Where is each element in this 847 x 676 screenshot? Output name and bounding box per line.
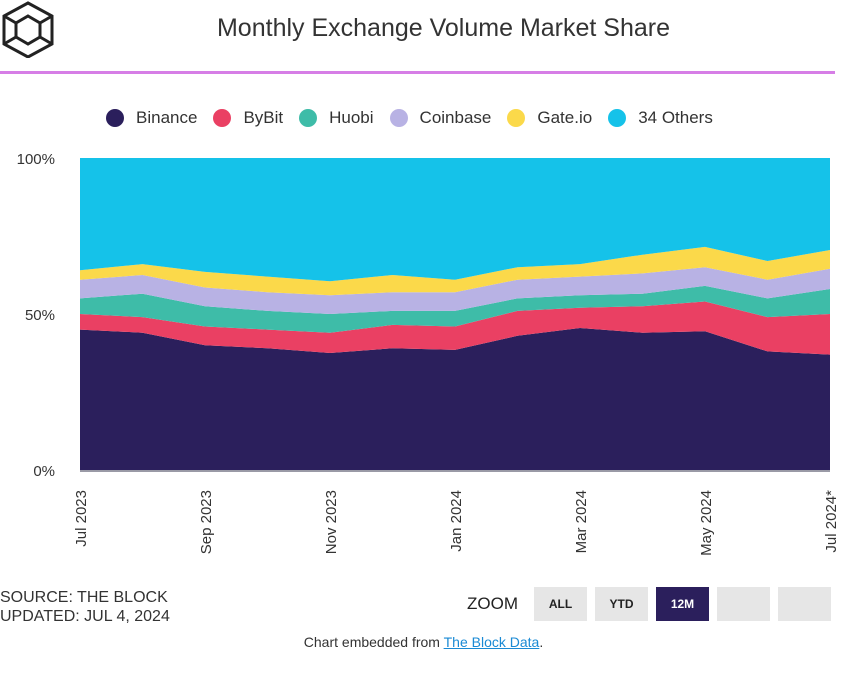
legend-item-coinbase[interactable]: Coinbase [389,108,492,128]
zoom-label: ZOOM [467,594,518,613]
stacked-area-chart: 100% 50% 0% Jul 2023 Sep 2023 Nov 2023 Jan 202… [17,151,840,556]
updated-text: UPDATED: JUL 4, 2024 [0,608,170,625]
area-series-coinbase[interactable] [80,267,830,314]
area-series-bybit[interactable] [80,301,830,355]
legend-label-others: 34 Others [638,108,713,127]
area-series-binance[interactable] [80,328,830,470]
x-tick-label: Jul 2023 [73,490,90,547]
y-tick-label: 100% [17,151,55,168]
legend-item-binance[interactable]: Binance [106,108,197,128]
area-series-huobi[interactable] [80,285,830,333]
legend-dot-bybit [213,109,232,127]
x-tick-label: Sep 2023 [198,490,215,554]
source-note: SOURCE: THE BLOCK UPDATED: JUL 4, 2024 [0,588,170,626]
legend-item-gateio[interactable]: Gate.io [507,108,592,128]
y-tick-label: 0% [33,463,55,480]
x-tick-label: Nov 2023 [323,490,340,554]
x-tick-label: Mar 2024 [573,490,590,553]
x-tick-label: May 2024 [698,490,715,556]
legend-label-bybit: ByBit [243,108,284,127]
zoom-all-button[interactable]: ALL [534,587,587,621]
zoom-ytd-button[interactable]: YTD [595,587,648,621]
legend-item-bybit[interactable]: ByBit [213,108,283,128]
area-series-34-others[interactable] [80,158,830,282]
legend-label-gateio: Gate.io [537,108,593,127]
legend-dot-gateio [507,109,526,127]
x-tick-label: Jan 2024 [448,490,465,552]
legend-item-huobi[interactable]: Huobi [299,108,374,128]
y-tick-label: 50% [25,307,55,324]
the-block-data-link[interactable]: The Block Data [443,634,540,650]
area-series-gate-io[interactable] [80,246,830,296]
legend-dot-huobi [299,109,318,127]
legend-label-binance: Binance [136,108,198,127]
embed-text: Chart embedded from [303,634,444,650]
legend-dot-others [608,109,627,127]
header-divider [0,71,835,74]
embed-note: Chart embedded from The Block Data. [0,634,847,650]
x-tick-label: Jul 2024* [823,490,840,553]
legend-dot-binance [106,109,124,127]
the-block-logo-icon [2,1,54,58]
legend-label-huobi: Huobi [329,108,374,127]
chart-title: Monthly Exchange Volume Market Share [216,14,670,42]
legend-item-others[interactable]: 34 Others [608,108,713,128]
legend-dot-coinbase [389,109,408,127]
zoom-12m-button[interactable]: 12M [656,587,709,621]
embed-suffix: . [539,634,544,650]
legend-label-coinbase: Coinbase [419,108,492,127]
zoom-empty-button-2[interactable] [778,587,831,621]
legend: Binance ByBit Huobi Coinbase Gate.io 34 … [106,108,729,128]
zoom-empty-button-1[interactable] [717,587,770,621]
source-text: SOURCE: THE BLOCK [0,589,168,606]
